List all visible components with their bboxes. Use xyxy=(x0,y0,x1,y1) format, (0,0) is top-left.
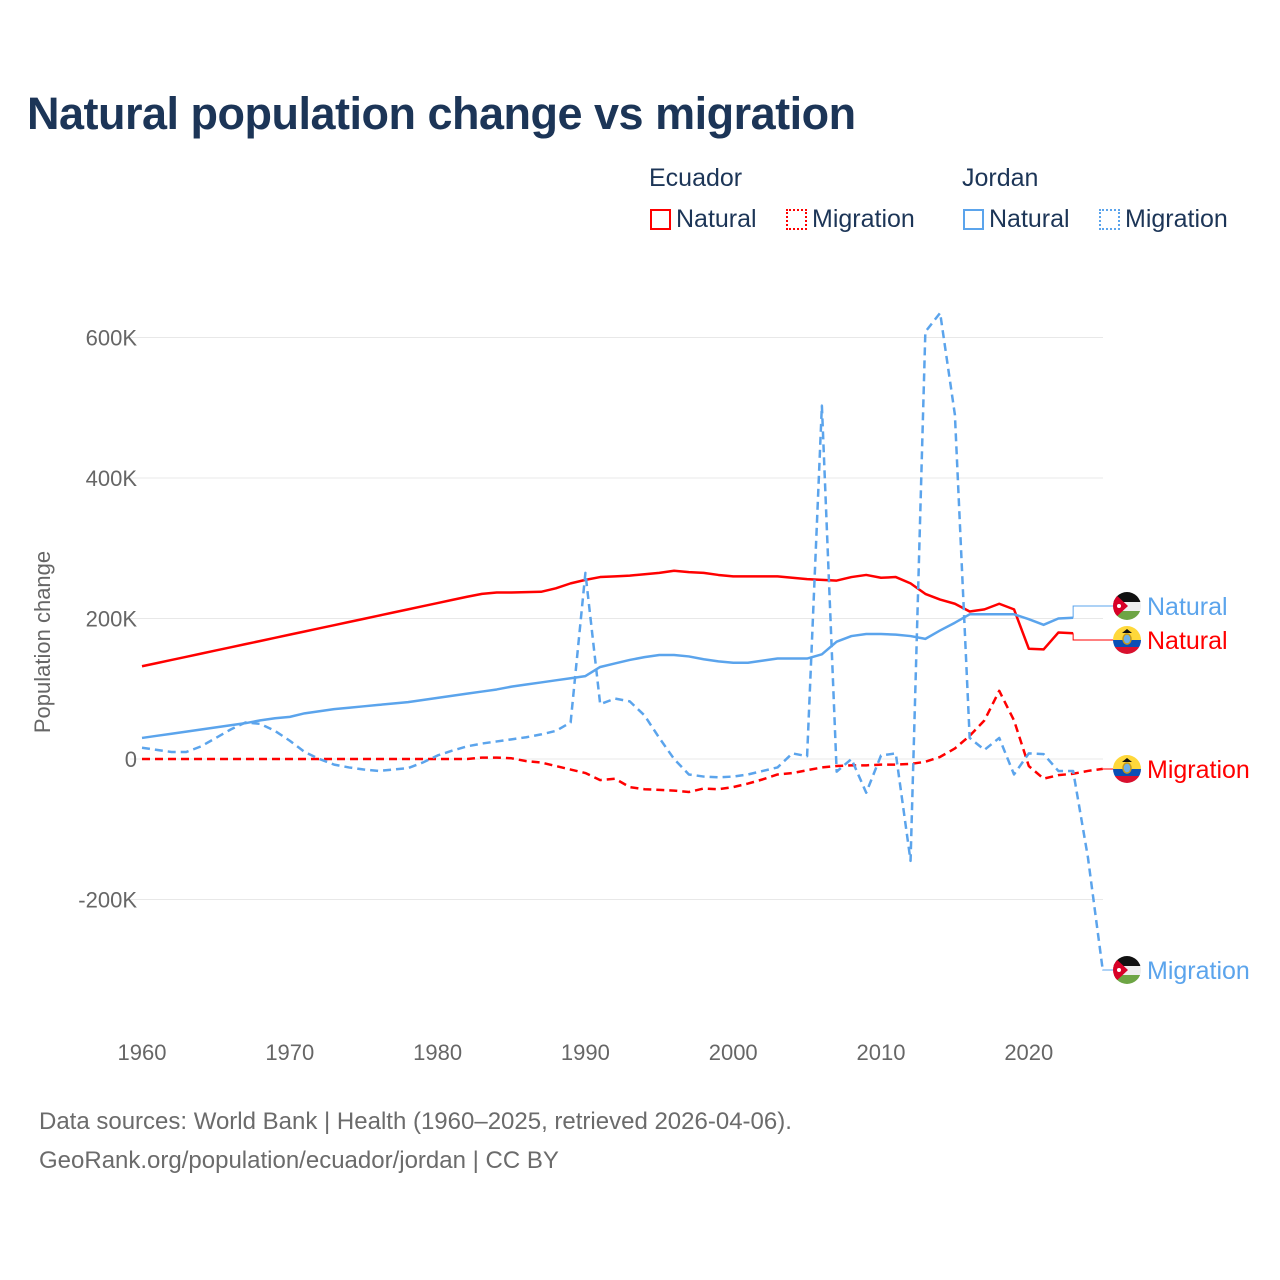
label-leader-line xyxy=(1072,605,1113,618)
legend-label: Migration xyxy=(1125,205,1228,233)
jordan-flag-icon xyxy=(1113,592,1141,620)
legend-jordan-natural[interactable]: Natural xyxy=(963,205,1070,234)
label-leader-line xyxy=(1072,633,1113,641)
flag-stripe xyxy=(1113,611,1141,620)
end-label-ecuador-natural: Natural xyxy=(1147,627,1228,655)
flag-stripe xyxy=(1113,776,1141,783)
flag-body xyxy=(1113,592,1141,620)
y-tick-label: 200K xyxy=(86,607,138,632)
flag-stripe xyxy=(1113,975,1141,984)
jordan-flag-icon xyxy=(1113,956,1141,984)
legend-label: Natural xyxy=(676,205,757,233)
y-tick-label: 600K xyxy=(86,326,138,351)
flag-stripe xyxy=(1113,647,1141,654)
legend-swatch-dotted-red xyxy=(786,209,807,230)
ecuador-flag-icon xyxy=(1113,755,1141,783)
flag-emblem xyxy=(1122,762,1132,774)
x-tick-label: 2010 xyxy=(857,1040,906,1065)
legend-swatch-solid-red xyxy=(650,209,671,230)
chart-title: Natural population change vs migration xyxy=(27,88,856,139)
x-tick-label: 2020 xyxy=(1004,1040,1053,1065)
footer-sources: Data sources: World Bank | Health (1960–… xyxy=(39,1108,792,1135)
flag-emblem xyxy=(1122,633,1132,645)
legend-ecuador-natural[interactable]: Natural xyxy=(650,205,757,234)
y-tick-label: 400K xyxy=(86,466,138,491)
flag-condor xyxy=(1122,629,1132,633)
legend-label: Natural xyxy=(989,205,1070,233)
legend-group-jordan: Jordan xyxy=(962,164,1039,192)
y-axis-label: Population change xyxy=(30,551,55,733)
legend-label: Migration xyxy=(812,205,915,233)
flag-stripe xyxy=(1113,592,1141,602)
ecuador-flag-icon xyxy=(1113,626,1141,654)
flag-stripe xyxy=(1113,956,1141,966)
legend-group-ecuador: Ecuador xyxy=(649,164,743,192)
flag-body xyxy=(1113,755,1141,783)
series-line-jordan-natural xyxy=(141,613,1074,740)
flag-star xyxy=(1117,968,1121,972)
legend-jordan-migration[interactable]: Migration xyxy=(1099,205,1228,234)
legend-swatch-dotted-blue xyxy=(1099,209,1120,230)
footer-link[interactable]: GeoRank.org/population/ecuador/jordan | … xyxy=(39,1147,559,1174)
legend-ecuador-migration[interactable]: Migration xyxy=(786,205,915,234)
series-line-jordan-migration xyxy=(141,311,1104,970)
flag-star xyxy=(1117,604,1121,608)
x-tick-label: 1990 xyxy=(561,1040,610,1065)
end-label-jordan-natural: Natural xyxy=(1147,593,1228,621)
flag-condor xyxy=(1122,758,1132,762)
y-tick-label: -200K xyxy=(78,888,137,913)
x-tick-label: 1970 xyxy=(265,1040,314,1065)
x-tick-label: 2000 xyxy=(709,1040,758,1065)
flag-body xyxy=(1113,956,1141,984)
legend-swatch-solid-blue xyxy=(963,209,984,230)
flag-body xyxy=(1113,626,1141,654)
end-label-jordan-migration: Migration xyxy=(1147,957,1250,985)
end-label-ecuador-migration: Migration xyxy=(1147,756,1250,784)
y-tick-label: 0 xyxy=(125,747,137,772)
series-line-ecuador-migration xyxy=(142,689,1103,794)
x-tick-label: 1980 xyxy=(413,1040,462,1065)
x-tick-label: 1960 xyxy=(118,1040,167,1065)
